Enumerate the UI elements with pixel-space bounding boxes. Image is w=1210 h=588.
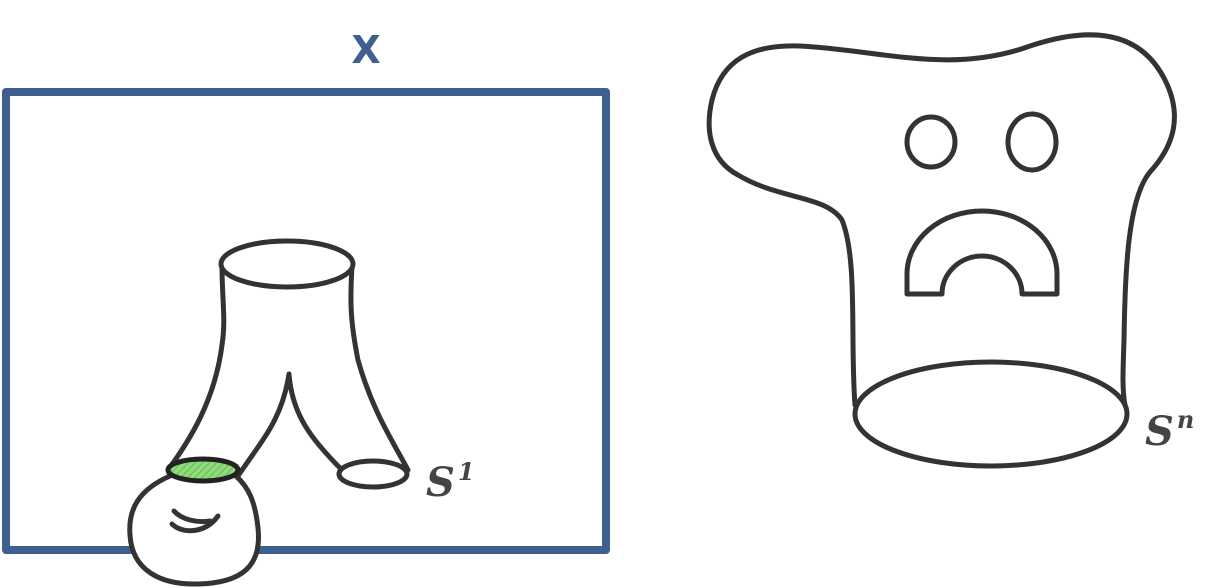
pants-right-outer-edge <box>348 263 411 473</box>
pair-of-pants-surface <box>165 238 411 490</box>
sphere-boundary <box>852 359 1130 469</box>
space-x-frame <box>2 88 610 554</box>
glued-boundary-circle <box>165 456 241 484</box>
pants-crotch-edge <box>235 371 345 479</box>
pants-left-outer-edge <box>165 263 227 473</box>
lower-surface-blob <box>127 473 261 587</box>
frown-mouth-hole <box>904 208 1060 297</box>
small-smile-mark <box>169 508 221 534</box>
space-x-label: X <box>351 28 380 72</box>
left-eye-hole <box>904 114 958 170</box>
top-boundary-circle <box>218 238 356 290</box>
sad-face-surface <box>706 32 1177 469</box>
face-outline <box>706 32 1177 408</box>
right-eye-hole <box>1005 111 1059 173</box>
right-boundary-circle <box>336 458 410 490</box>
